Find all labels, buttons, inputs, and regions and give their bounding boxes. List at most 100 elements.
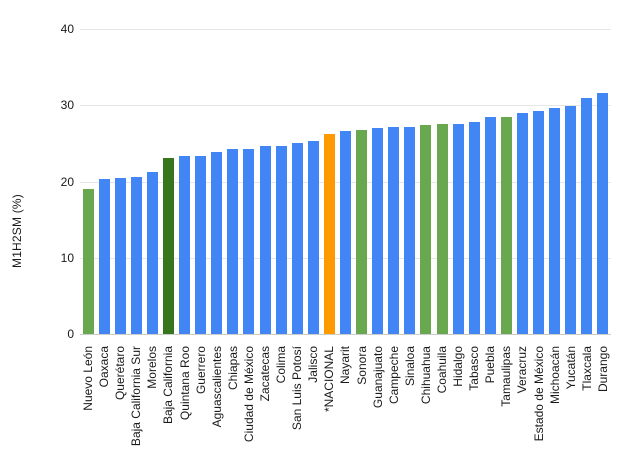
x-axis-label: Sinaloa: [402, 340, 418, 468]
x-axis-label-text: Chiapas: [225, 346, 240, 391]
y-axis-tick-label: 0: [67, 327, 74, 341]
bar: [259, 146, 271, 334]
x-axis-label-text: Zacatecas: [258, 346, 273, 402]
bar: [517, 112, 528, 334]
bar: [388, 127, 400, 334]
x-axis-label: Tamaulipas: [498, 340, 514, 468]
x-axis-label-text: Campeche: [386, 346, 401, 405]
x-axis-label: Tabasco: [466, 340, 482, 468]
x-axis-label-text: Hidalgo: [451, 346, 466, 387]
x-axis-label-text: Querétaro: [113, 346, 128, 401]
bar: [307, 141, 319, 334]
x-axis-label: Campeche: [386, 340, 402, 468]
bar: [291, 142, 303, 334]
x-axis-label: Coahuila: [434, 340, 450, 468]
bar: [146, 171, 158, 334]
x-axis-label-text: Colima: [274, 346, 289, 384]
x-axis-label-text: Baja California: [161, 346, 176, 425]
bar: [114, 178, 126, 334]
bar: [581, 98, 593, 334]
x-axis-label-text: Baja California Sur: [129, 346, 144, 447]
y-axis-tick-labels: 0 10 20 30 40: [0, 22, 74, 341]
bar: [195, 155, 207, 334]
x-axis-label-text: Estado de México: [531, 346, 546, 442]
y-axis-tick-label: 30: [60, 98, 74, 113]
y-axis-tick-label: 40: [60, 22, 74, 36]
x-axis-label-text: Durango: [595, 346, 610, 393]
bar: [372, 128, 384, 334]
x-axis-label-text: Tamaulipas: [499, 346, 514, 407]
bar: [211, 151, 223, 334]
x-axis-label: Durango: [595, 340, 611, 468]
x-axis-label-text: Tabasco: [467, 346, 482, 391]
x-axis-label-text: San Luis Potosí: [290, 346, 305, 431]
bar: [163, 157, 174, 334]
x-axis-label-text: Yucatán: [563, 346, 578, 390]
x-axis-label: Michoacán: [547, 340, 563, 468]
bar: [420, 125, 432, 334]
x-axis-label: Quintana Roo: [177, 340, 193, 468]
x-axis-labels: Nuevo León Oaxaca Querétaro Baja California…: [80, 340, 611, 468]
bar: [130, 176, 142, 334]
bar: [82, 189, 94, 334]
y-axis-tick-label: 20: [60, 174, 74, 189]
x-axis-label-text: Jalisco: [306, 346, 321, 383]
bar: [340, 131, 351, 334]
x-axis-label-text: Sonora: [354, 346, 369, 385]
x-axis-label-text: Sinaloa: [402, 346, 417, 387]
x-axis-label: Baja California: [160, 340, 176, 468]
x-axis-label: Ciudad de México: [241, 340, 257, 468]
x-axis-label: Querétaro: [112, 340, 128, 468]
bar: [404, 126, 416, 334]
x-axis-label: Tlaxcala: [579, 340, 595, 468]
x-axis-label: Guerrero: [193, 340, 209, 468]
gridline: [80, 105, 611, 107]
y-axis-tick-label: 10: [60, 250, 74, 265]
bar: [468, 122, 480, 334]
x-axis-label: Puebla: [482, 340, 498, 468]
x-axis-label-text: Veracruz: [515, 346, 530, 394]
bar: [549, 107, 561, 334]
x-axis-label-text: Nayarit: [338, 346, 353, 385]
x-axis-label-text: Ciudad de México: [241, 346, 256, 443]
x-axis-label: Sonora: [354, 340, 370, 468]
bar: [452, 124, 464, 334]
x-axis-label: Jalisco: [305, 340, 321, 468]
x-axis-label: Nayarit: [337, 340, 353, 468]
bar: [275, 145, 287, 334]
bar: [243, 148, 255, 334]
x-axis-label-text: Oaxaca: [97, 346, 112, 388]
plot-area: [80, 29, 611, 335]
x-axis-label: Chihuahua: [418, 340, 434, 468]
x-axis-label: Chiapas: [225, 340, 241, 468]
bar: [179, 156, 191, 334]
x-axis-baseline: [80, 334, 611, 335]
x-axis-label-text: Michoacán: [547, 346, 562, 405]
x-axis-label: Aguascalientes: [209, 340, 225, 468]
x-axis-label: Colima: [273, 340, 289, 468]
x-axis-label: Baja California Sur: [128, 340, 144, 468]
x-axis-label-text: Puebla: [483, 346, 498, 384]
x-axis-label: Estado de México: [531, 340, 547, 468]
x-axis-label: Morelos: [144, 340, 160, 468]
x-axis-label: Oaxaca: [96, 340, 112, 468]
x-axis-label: Guanajuato: [370, 340, 386, 468]
x-axis-label: Hidalgo: [450, 340, 466, 468]
bar: [227, 149, 239, 334]
x-axis-label-text: Morelos: [145, 346, 160, 389]
bar: [500, 116, 512, 334]
bar: [436, 124, 448, 334]
x-axis-label-text: Tlaxcala: [579, 346, 594, 391]
x-axis-label-text: Aguascalientes: [209, 346, 224, 428]
bar: [565, 106, 577, 334]
x-axis-label-text: Nuevo León: [81, 346, 96, 411]
x-axis-label-text: Coahuila: [435, 346, 450, 394]
x-axis-label: Nuevo León: [80, 340, 96, 468]
x-axis-label-text: Guerrero: [193, 346, 208, 395]
bar: [356, 130, 368, 334]
x-axis-label: Yucatán: [563, 340, 579, 468]
bar: [533, 110, 545, 334]
x-axis-label: San Luis Potosí: [289, 340, 305, 468]
x-axis-label: Zacatecas: [257, 340, 273, 468]
